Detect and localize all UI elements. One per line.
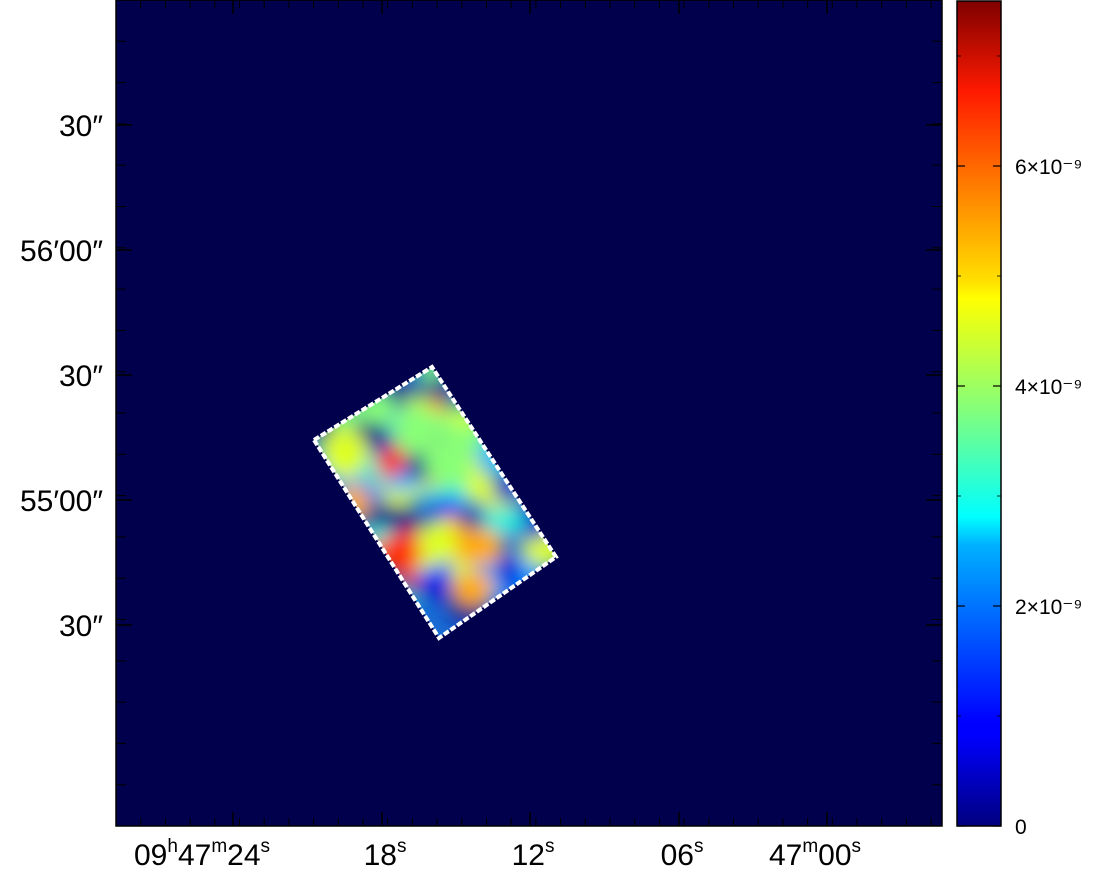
- footprint-outline: [311, 364, 559, 641]
- y-tick-label-3: 30″: [59, 360, 103, 393]
- y-tick-label-5: 30″: [59, 610, 103, 643]
- tick-marks: [115, 0, 942, 827]
- map-blob: [418, 486, 439, 501]
- y-axis-labels: 30″ 56′00″ 30″ 55′00″ 30″: [20, 110, 103, 643]
- colorbar-label-2e-9: 2×10⁻⁹: [1015, 596, 1082, 619]
- y-tick-label-4: 55′00″: [20, 485, 103, 518]
- x-tick-label-4: 06s: [661, 836, 704, 872]
- map-blob: [392, 404, 439, 456]
- colorbar-ticks: [957, 55, 1001, 827]
- x-tick-label-2: 18s: [364, 836, 407, 872]
- map-blob: [465, 472, 495, 504]
- map-blob: [451, 570, 494, 607]
- colorbar-label-6e-9: 6×10⁻⁹: [1015, 156, 1082, 179]
- colorbar: [956, 0, 1002, 827]
- map-blob: [424, 439, 473, 489]
- x-tick-label-1: 09h47m24s: [134, 836, 270, 872]
- map-background: [116, 0, 942, 826]
- map-blob: [453, 527, 505, 566]
- x-tick-label-3: 12s: [512, 836, 555, 872]
- map-blob: [418, 520, 458, 565]
- map-blob: [484, 508, 527, 536]
- y-tick-label-1: 30″: [59, 110, 103, 143]
- x-tick-label-5: 47m00s: [769, 836, 861, 872]
- y-tick-label-2: 56′00″: [20, 235, 103, 268]
- x-axis-labels: 09h47m24s 18s 12s 06s 47m00s: [134, 836, 861, 872]
- colorbar-label-0: 0: [1015, 816, 1027, 839]
- colorbar-label-4e-9: 4×10⁻⁹: [1015, 376, 1082, 399]
- map-blob: [495, 556, 519, 582]
- colorbar-labels: 0 2×10⁻⁹ 4×10⁻⁹ 6×10⁻⁹: [1015, 156, 1082, 839]
- map-blob: [392, 505, 415, 528]
